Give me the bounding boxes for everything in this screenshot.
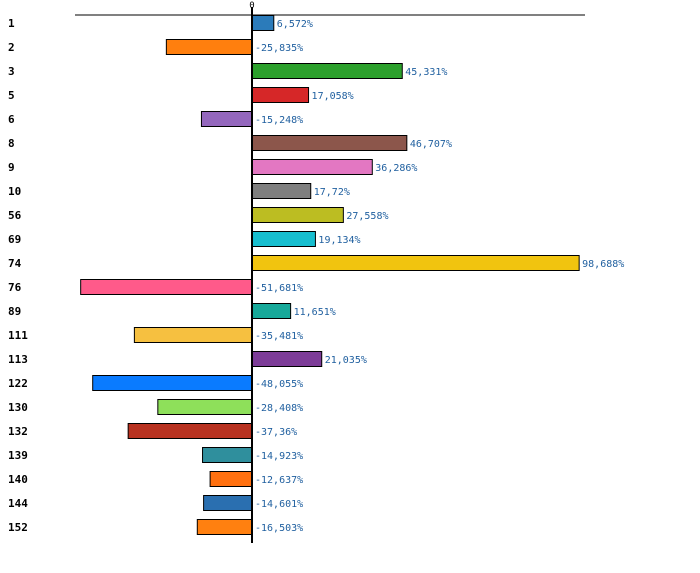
- category-label: 8: [8, 137, 15, 150]
- bar-74: [251, 255, 580, 271]
- value-label: 19,134%: [318, 235, 360, 246]
- bar-8: [251, 135, 408, 151]
- value-label: 6,572%: [277, 19, 313, 30]
- bar-152: [196, 519, 253, 535]
- category-label: 132: [8, 425, 28, 438]
- bar-130: [157, 399, 253, 415]
- category-label: 140: [8, 473, 28, 486]
- value-label: -25,835%: [255, 43, 303, 54]
- bar-3: [251, 63, 403, 79]
- value-label: -28,408%: [255, 403, 303, 414]
- category-label: 144: [8, 497, 28, 510]
- value-label: -48,055%: [255, 379, 303, 390]
- category-label: 89: [8, 305, 21, 318]
- value-label: -12,637%: [255, 475, 303, 486]
- value-label: -16,503%: [255, 523, 303, 534]
- bar-69: [251, 231, 316, 247]
- bar-111: [133, 327, 253, 343]
- value-label: 27,558%: [346, 211, 388, 222]
- category-label: 139: [8, 449, 28, 462]
- bar-6: [200, 111, 253, 127]
- value-label: -14,601%: [255, 499, 303, 510]
- value-label: -37,36%: [255, 427, 297, 438]
- bar-132: [127, 423, 253, 439]
- bar-113: [251, 351, 323, 367]
- value-label: -51,681%: [255, 283, 303, 294]
- value-label: 17,058%: [312, 91, 354, 102]
- value-label: -35,481%: [255, 331, 303, 342]
- category-label: 1: [8, 17, 15, 30]
- category-label: 130: [8, 401, 28, 414]
- bar-139: [202, 447, 253, 463]
- bars-group: 1 6,572% 2 -25,835% 3 45,331% 5 17,058% 6 -15,248…: [8, 15, 624, 535]
- category-label: 152: [8, 521, 28, 534]
- zero-tick-label: 0: [249, 1, 254, 11]
- category-label: 10: [8, 185, 21, 198]
- category-label: 74: [8, 257, 22, 270]
- bar-122: [92, 375, 253, 391]
- bar-144: [203, 495, 253, 511]
- value-label: 98,688%: [582, 259, 624, 270]
- category-label: 113: [8, 353, 28, 366]
- bar-5: [251, 87, 310, 103]
- category-label: 69: [8, 233, 21, 246]
- category-label: 56: [8, 209, 22, 222]
- bar-1: [251, 15, 275, 31]
- bar-140: [209, 471, 253, 487]
- category-label: 122: [8, 377, 28, 390]
- bar-2: [165, 39, 253, 55]
- bar-76: [80, 279, 253, 295]
- value-label: 11,651%: [294, 307, 336, 318]
- category-label: 6: [8, 113, 15, 126]
- category-label: 76: [8, 281, 22, 294]
- value-label: 36,286%: [375, 163, 417, 174]
- category-label: 111: [8, 329, 28, 342]
- bar-10: [251, 183, 312, 199]
- value-label: 21,035%: [325, 355, 367, 366]
- category-label: 9: [8, 161, 15, 174]
- value-label: -15,248%: [255, 115, 303, 126]
- category-label: 3: [8, 65, 15, 78]
- value-label: 17,72%: [314, 187, 350, 198]
- value-label: -14,923%: [255, 451, 303, 462]
- bar-56: [251, 207, 344, 223]
- category-label: 2: [8, 41, 15, 54]
- value-label: 46,707%: [410, 139, 452, 150]
- category-label: 5: [8, 89, 15, 102]
- bar-9: [251, 159, 373, 175]
- bar-89: [251, 303, 292, 319]
- value-label: 45,331%: [405, 67, 447, 78]
